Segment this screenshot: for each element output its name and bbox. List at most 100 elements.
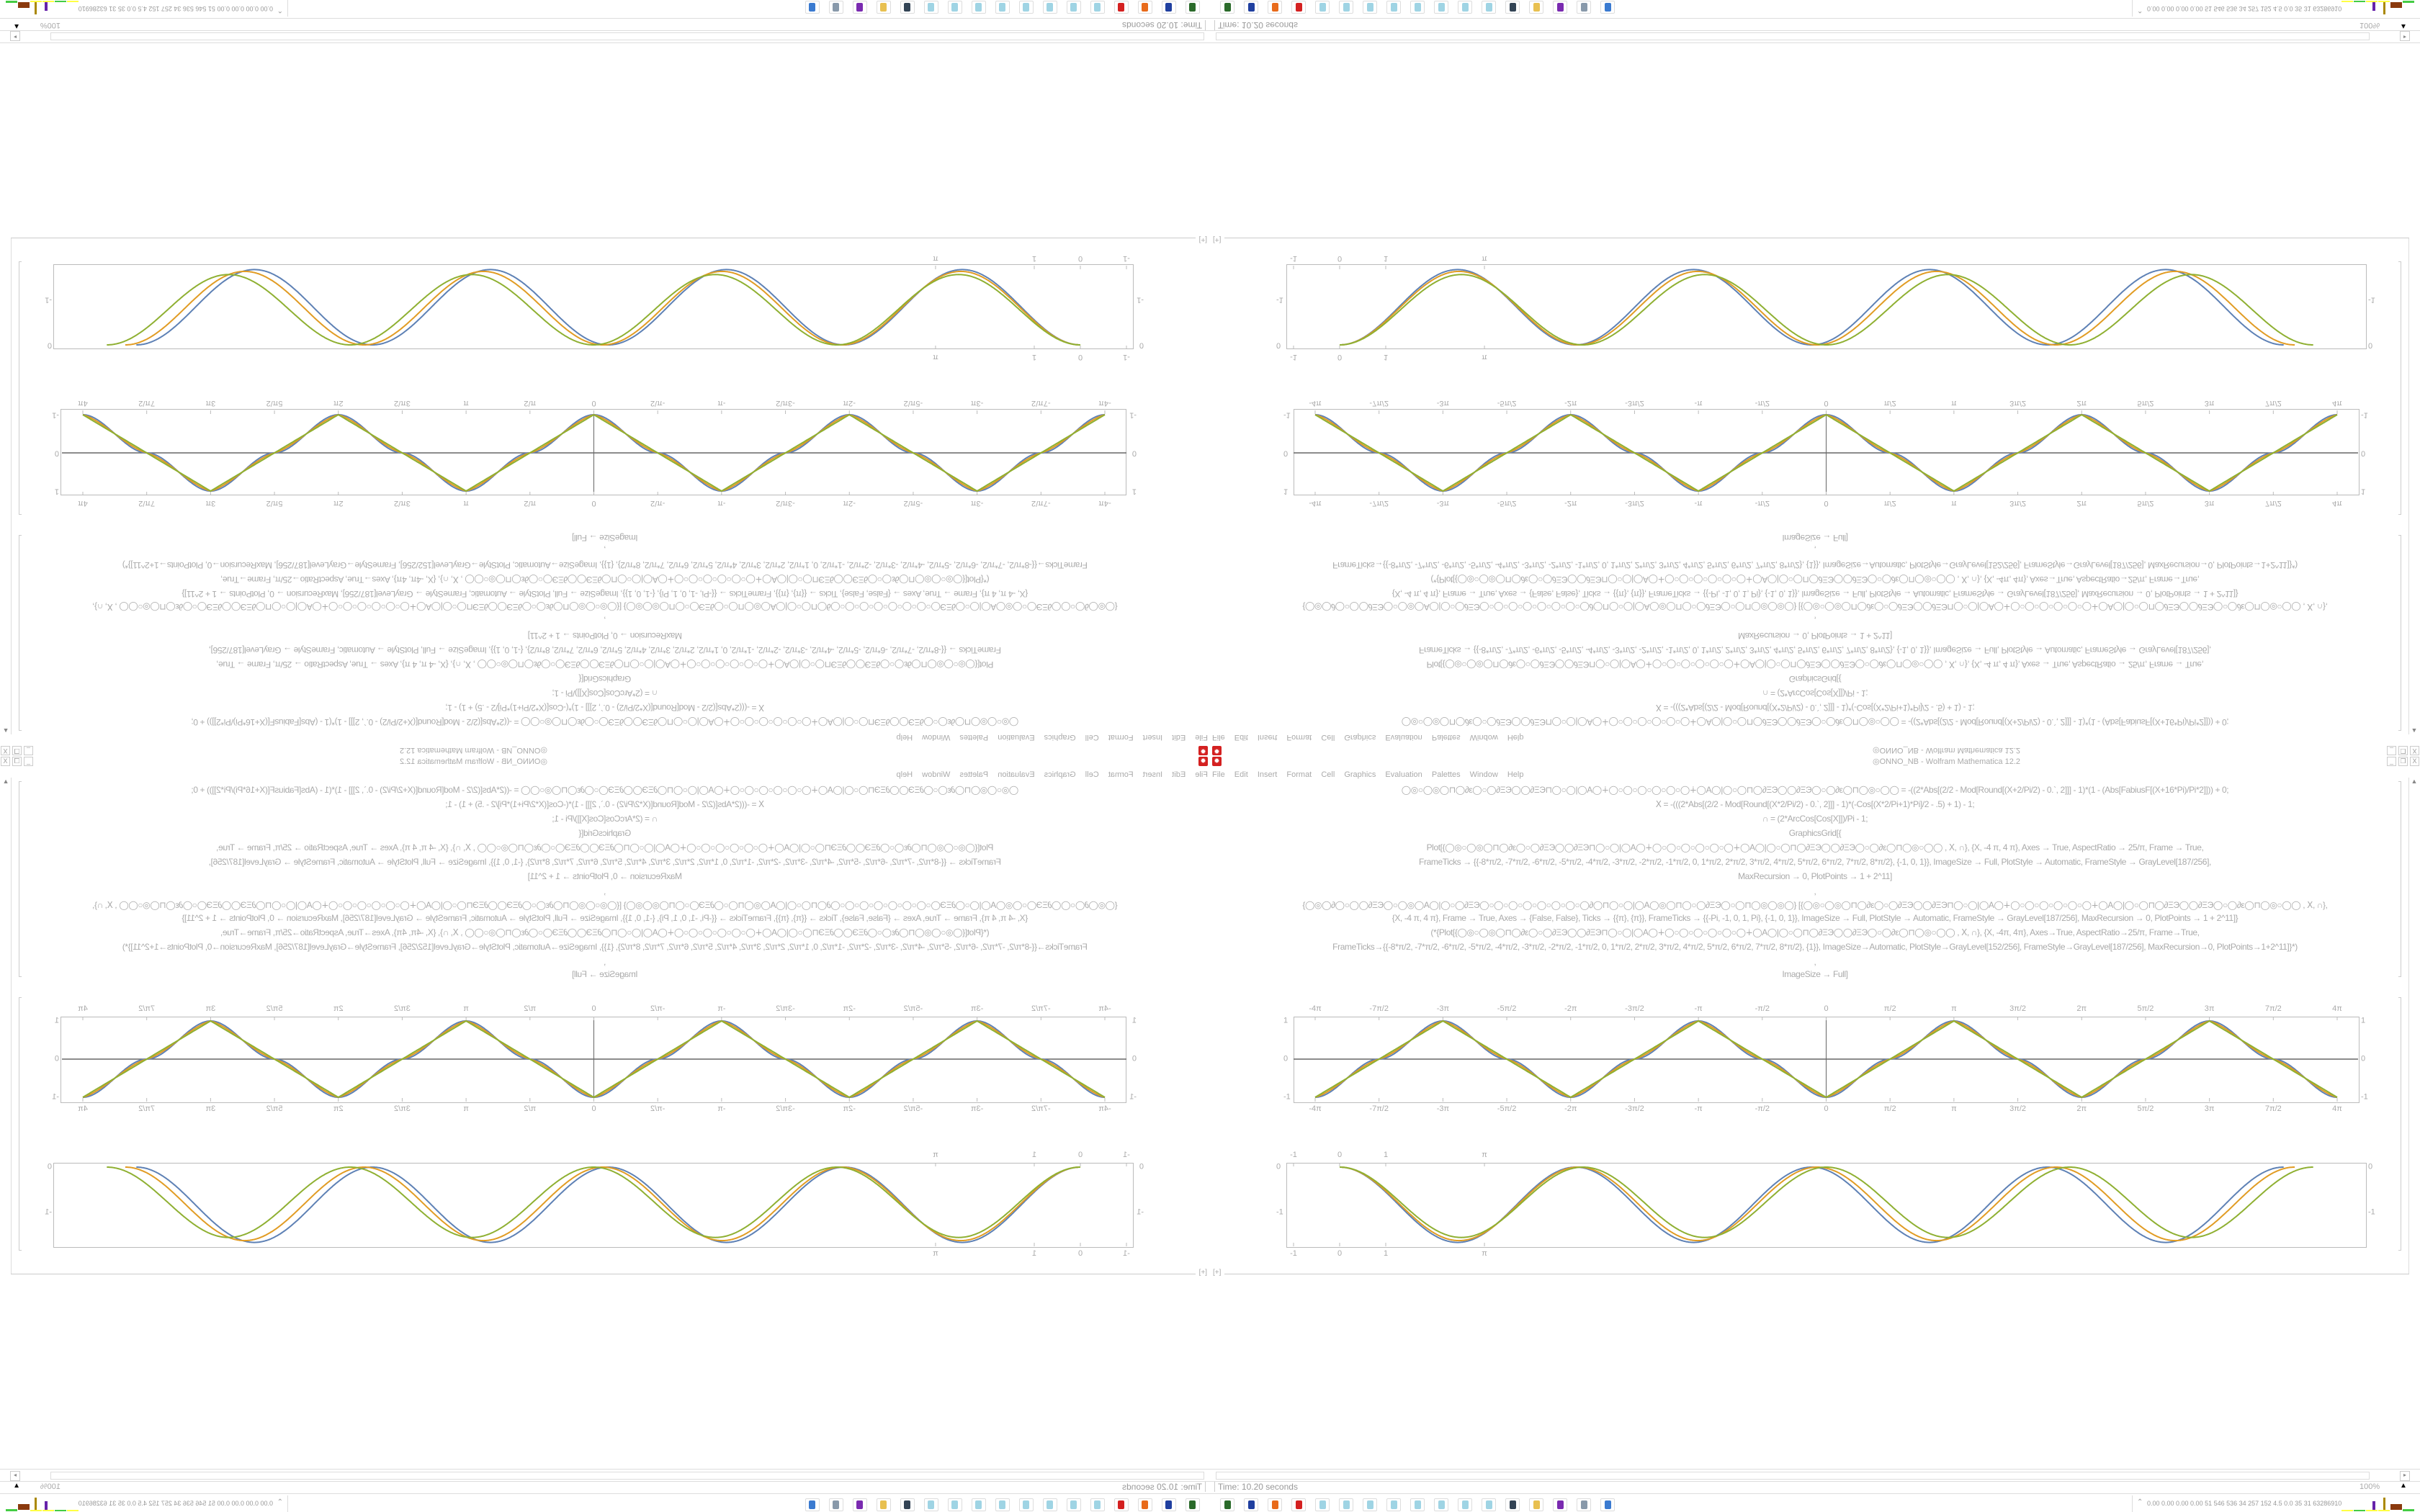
code-line[interactable]: FrameTicks→{{-8*π/2, -7*π/2, -6*π/2, -5*… — [1332, 942, 2298, 952]
scanner-icon[interactable] — [1505, 1498, 1520, 1511]
minimize-button[interactable]: _ — [24, 746, 33, 755]
code-line[interactable]: , — [604, 545, 606, 555]
menu-cell[interactable]: Cell — [1321, 733, 1335, 742]
vertical-scrollbar[interactable]: ▲ — [2408, 778, 2419, 1274]
scroll-left-arrow-icon[interactable]: ▸ — [2400, 31, 2410, 41]
code-line[interactable]: {◯◎◯∂◯○◯◯∂ΞЭ◯○◯◎◯A◯|◯○◯∂ΞЭ◯○◯○◯○◯○◯○◯○◯○… — [92, 602, 1118, 612]
minimize-button[interactable]: _ — [2387, 746, 2396, 755]
code-line[interactable]: FrameTicks → {{-8*π/2, -7*π/2, -6*π/2, -… — [1419, 645, 2211, 655]
horizontal-scrollbar[interactable] — [50, 32, 1204, 40]
notepad-icon[interactable] — [1315, 1, 1330, 14]
purple-app-icon[interactable] — [853, 1, 867, 14]
code-line[interactable]: {X, -4 π, 4 π}, Frame → True, Axes → {Fa… — [182, 913, 1028, 923]
menu-edit[interactable]: Edit — [1234, 733, 1248, 742]
zoom-up-arrow-icon[interactable]: ▲ — [2400, 1482, 2407, 1490]
notepad-icon[interactable] — [995, 1498, 1010, 1511]
menu-cell[interactable]: Cell — [1085, 770, 1099, 779]
code-line[interactable]: , — [604, 616, 606, 626]
menu-help[interactable]: Help — [896, 733, 913, 742]
firefox-icon[interactable] — [1268, 1, 1282, 14]
menu-window[interactable]: Window — [922, 733, 951, 742]
menu-format[interactable]: Format — [1286, 770, 1312, 779]
tray-expand-icon[interactable]: ⌃ — [2137, 6, 2143, 14]
notepad-icon[interactable] — [1434, 1498, 1448, 1511]
scroll-up-arrow-icon[interactable]: ▲ — [2411, 727, 2418, 734]
menu-insert[interactable]: Insert — [1257, 733, 1278, 742]
minimize-button[interactable]: _ — [2387, 757, 2396, 766]
notepad-icon[interactable] — [1410, 1498, 1425, 1511]
floppy-disk-icon[interactable] — [1162, 1, 1176, 14]
zoom-level[interactable]: 100% — [40, 21, 60, 30]
folder-icon[interactable] — [1529, 1498, 1543, 1511]
code-line[interactable]: GraphicsGrid[{ — [578, 674, 632, 684]
menu-edit[interactable]: Edit — [1172, 733, 1186, 742]
code-line[interactable]: ∩ = (2*ArcCos[Cos[X]])/Pi - 1; — [552, 814, 658, 824]
window-icon[interactable] — [805, 1498, 820, 1511]
scroll-left-arrow-icon[interactable]: ▸ — [2400, 1471, 2410, 1481]
notepad-icon[interactable] — [924, 1, 938, 14]
code-line[interactable]: GraphicsGrid[{ — [578, 828, 632, 838]
menu-window[interactable]: Window — [922, 770, 951, 779]
horizontal-scrollbar[interactable] — [50, 1472, 1204, 1480]
code-line[interactable]: ImageSize → Full] — [1782, 969, 1848, 979]
menu-evaluation[interactable]: Evaluation — [998, 770, 1035, 779]
notepad-icon[interactable] — [1386, 1498, 1401, 1511]
menu-palettes[interactable]: Palettes — [1431, 733, 1461, 742]
code-line[interactable]: {X, -4 π, 4 π}, Frame → True, Axes → {Fa… — [1392, 913, 2238, 923]
menu-graphics[interactable]: Graphics — [1344, 770, 1376, 779]
code-line[interactable]: , — [1814, 886, 1816, 896]
notepad-icon[interactable] — [1339, 1498, 1353, 1511]
menu-help[interactable]: Help — [1507, 770, 1524, 779]
terminal-icon[interactable] — [1186, 1, 1200, 14]
notepad-icon[interactable] — [1090, 1, 1105, 14]
code-line[interactable]: GraphicsGrid[{ — [1788, 828, 1842, 838]
close-button[interactable]: X — [1, 757, 10, 766]
menu-window[interactable]: Window — [1469, 770, 1498, 779]
code-line[interactable]: FrameTicks → {{-8*π/2, -7*π/2, -6*π/2, -… — [1419, 857, 2211, 867]
restore-button[interactable]: ❐ — [2398, 757, 2408, 766]
menu-graphics[interactable]: Graphics — [1344, 733, 1376, 742]
menu-edit[interactable]: Edit — [1172, 770, 1186, 779]
cell-bracket[interactable] — [2398, 997, 2401, 1251]
code-line[interactable]: ꓫ = -(((2*Abs[(2/2 - Mod[Round[(X*2/Pi/2… — [445, 703, 765, 713]
terminal-icon[interactable] — [1220, 1498, 1234, 1511]
notepad-icon[interactable] — [1019, 1, 1034, 14]
cell-bracket[interactable] — [2398, 261, 2401, 515]
window-icon[interactable] — [1600, 1498, 1615, 1511]
zoom-up-arrow-icon[interactable]: ▲ — [2400, 22, 2407, 30]
notepad-icon[interactable] — [1482, 1, 1496, 14]
code-line[interactable]: Plot[{◯◎○◯◎◯⊓◯∂ε◯○◯∂ΞЭ◯◯∂ΞЭ⊓◯○◯|◯A◯∔◯○◯○… — [1426, 660, 2204, 670]
cell-insert-button[interactable]: [+] — [1213, 235, 1222, 243]
code-line[interactable]: , — [604, 957, 606, 967]
code-line[interactable]: Plot[{◯◎○◯◎◯⊓◯∂ε◯○◯∂ΞЭ◯◯∂ΞЭ⊓◯○◯|◯A◯∔◯○◯○… — [216, 842, 994, 852]
code-line[interactable]: ◯◎○◯◎◯⊓◯∂ε◯○◯∂ΞЭ◯◯∂ΞЭ⊓◯○◯|◯A◯∔◯○◯○◯○◯○◯○… — [191, 785, 1019, 795]
close-button[interactable]: X — [1, 746, 10, 755]
purple-app-icon[interactable] — [853, 1498, 867, 1511]
code-line[interactable]: {X, -4 π, 4 π}, Frame → True, Axes → {Fa… — [1392, 589, 2238, 599]
scroll-up-arrow-icon[interactable]: ▲ — [2, 778, 9, 785]
menu-format[interactable]: Format — [1108, 770, 1134, 779]
notepad-icon[interactable] — [948, 1, 962, 14]
code-line[interactable]: (*{Plot[{◯◎○◯◎◯⊓◯∂ε◯○◯∂ΞЭ◯◯∂ΞЭ⊓◯○◯|◯A◯∔◯… — [1430, 927, 2200, 937]
menu-help[interactable]: Help — [896, 770, 913, 779]
code-line[interactable]: Plot[{◯◎○◯◎◯⊓◯∂ε◯○◯∂ΞЭ◯◯∂ΞЭ⊓◯○◯|◯A◯∔◯○◯○… — [1426, 842, 2204, 852]
menu-insert[interactable]: Insert — [1142, 770, 1163, 779]
menu-cell[interactable]: Cell — [1321, 770, 1335, 779]
notepad-icon[interactable] — [1458, 1, 1472, 14]
gear-app-icon[interactable] — [1291, 1, 1306, 14]
terminal-icon[interactable] — [1220, 1, 1234, 14]
notepad-icon[interactable] — [948, 1498, 962, 1511]
firefox-icon[interactable] — [1138, 1, 1152, 14]
document-icon[interactable] — [1577, 1, 1591, 14]
purple-app-icon[interactable] — [1553, 1, 1567, 14]
cell-insert-button[interactable]: [+] — [1198, 235, 1207, 243]
code-line[interactable]: FrameTicks → {{-8*π/2, -7*π/2, -6*π/2, -… — [209, 645, 1001, 655]
menu-file[interactable]: File — [1195, 733, 1208, 742]
notepad-icon[interactable] — [1363, 1, 1377, 14]
code-line[interactable]: MaxRecursion → 0, PlotPoints → 1 + 2^11] — [528, 871, 682, 881]
terminal-icon[interactable] — [1186, 1498, 1200, 1511]
code-line[interactable]: Plot[{◯◎○◯◎◯⊓◯∂ε◯○◯∂ΞЭ◯◯∂ΞЭ⊓◯○◯|◯A◯∔◯○◯○… — [216, 660, 994, 670]
code-line[interactable]: ∩ = (2*ArcCos[Cos[X]])/Pi - 1; — [552, 688, 658, 698]
code-line[interactable]: FrameTicks→{{-8*π/2, -7*π/2, -6*π/2, -5*… — [122, 560, 1088, 570]
menu-insert[interactable]: Insert — [1142, 733, 1163, 742]
